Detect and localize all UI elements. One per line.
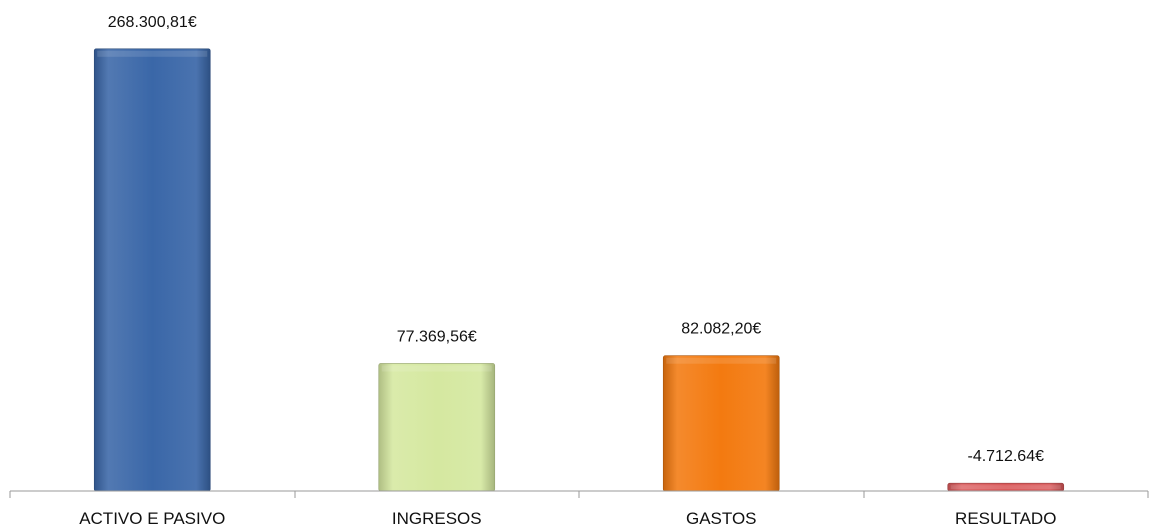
bar-highlight <box>950 485 1061 489</box>
bar-activo-e-pasivo <box>93 48 211 492</box>
data-label: 268.300,81€ <box>108 14 197 31</box>
x-tick-label: RESULTADO <box>955 509 1056 528</box>
bar-highlight <box>666 357 777 364</box>
data-label: 82.082,20€ <box>681 321 761 338</box>
x-tick-label: GASTOS <box>686 509 757 528</box>
bar-highlight <box>381 365 492 372</box>
x-axis <box>9 490 1149 498</box>
x-tick-label: INGRESOS <box>392 509 482 528</box>
x-tick-label: ACTIVO E PASIVO <box>79 509 225 528</box>
bars <box>93 48 1065 492</box>
labels: 268.300,81€ ACTIVO E PASIVO 77.369,56€ INGR… <box>79 14 1056 528</box>
bar-highlight <box>97 50 208 57</box>
bar-ingresos <box>378 363 496 492</box>
data-label: 77.369,56€ <box>397 328 477 345</box>
data-label: -4.712.64€ <box>967 448 1044 465</box>
bar-gastos <box>662 355 780 492</box>
